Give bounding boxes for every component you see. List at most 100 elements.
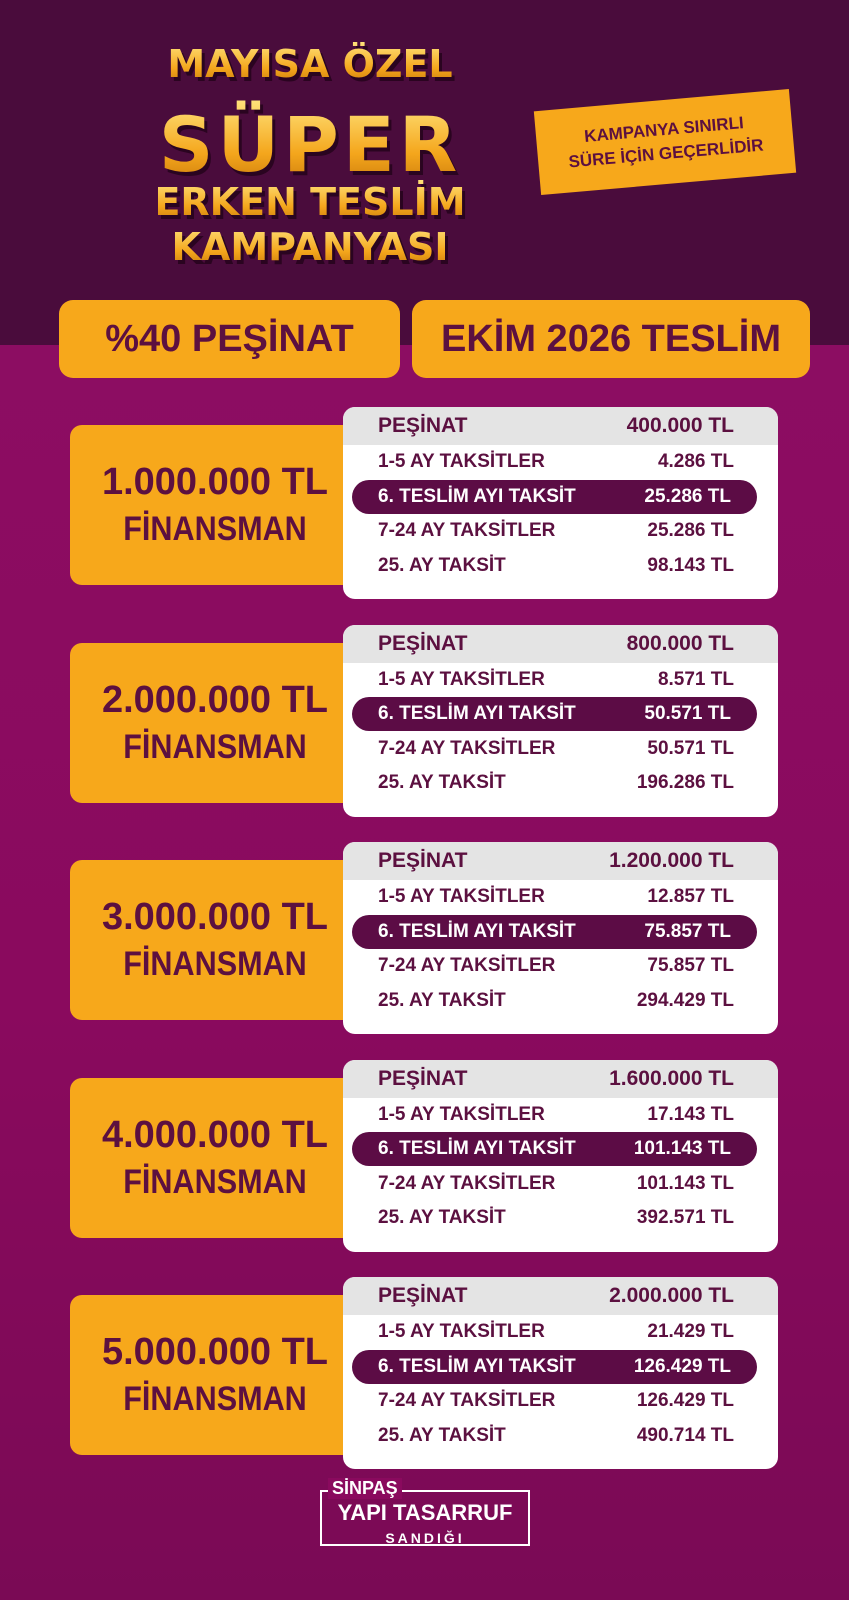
amount-box: 2.000.000 TL FİNANSMAN <box>70 642 360 803</box>
plan-row: 7-24 AY TAKSİTLER 126.429 TL <box>343 1384 778 1418</box>
plan-card: PEŞİNAT 2.000.000 TL 1-5 AY TAKSİTLER 21.42… <box>343 1277 778 1469</box>
badge: KAMPANYA SINIRLI SÜRE İÇİN GEÇERLİDİR <box>533 89 797 195</box>
row-label: 1-5 AY TAKSİTLER <box>378 1103 545 1125</box>
row-value: 98.143 TL <box>647 554 734 576</box>
plan-row: 6. TESLİM AYI TAKSİT 101.143 TL <box>352 1132 757 1166</box>
row-value: 25.286 TL <box>644 485 731 507</box>
row-label: 1-5 AY TAKSİTLER <box>378 451 545 472</box>
plan-row: PEŞİNAT 800.000 TL <box>343 624 778 663</box>
row-value: 126.429 TL <box>636 1390 734 1411</box>
plan-row: 7-24 AY TAKSİTLER 75.857 TL <box>343 949 778 983</box>
row-label: 1-5 AY TAKSİTLER <box>378 668 545 690</box>
row-label: PEŞİNAT <box>378 631 468 655</box>
plan-row: 25. AY TAKSİT 392.571 TL <box>343 1201 778 1235</box>
row-label: 7-24 AY TAKSİTLER <box>378 955 556 976</box>
row-value: 25.286 TL <box>647 520 734 541</box>
logo-brand: SİNPAŞ <box>328 1478 402 1499</box>
row-value: 101.143 TL <box>633 1138 731 1159</box>
row-label: PEŞİNAT <box>378 1284 468 1307</box>
pill: %40 PEŞİNAT <box>59 300 400 378</box>
row-label: 6. TESLİM AYI TAKSİT <box>378 1355 576 1377</box>
plan-row: 25. AY TAKSİT 490.714 TL <box>343 1419 778 1453</box>
amount-label: FİNANSMAN <box>123 727 307 766</box>
amount-box: 3.000.000 TL FİNANSMAN <box>70 860 360 1020</box>
row-value: 50.571 TL <box>644 703 731 724</box>
title-line: ERKEN TESLİM <box>60 180 560 224</box>
row-label: PEŞİNAT <box>378 1066 468 1090</box>
row-label: 25. AY TAKSİT <box>378 772 506 793</box>
plan-card: PEŞİNAT 800.000 TL 1-5 AY TAKSİTLER 8.571 T… <box>343 624 778 817</box>
row-label: 1-5 AY TAKSİTLER <box>378 886 545 907</box>
amount: 4.000.000 TL <box>101 1113 329 1156</box>
plan-row: 1-5 AY TAKSİTLER 4.286 TL <box>343 445 778 479</box>
row-label: PEŞİNAT <box>378 414 468 437</box>
logo-frame <box>320 1490 530 1546</box>
plan-row: 6. TESLİM AYI TAKSİT 126.429 TL <box>352 1349 757 1384</box>
row-value: 12.857 TL <box>647 886 734 907</box>
amount-label: FİNANSMAN <box>123 1162 307 1201</box>
amount: 1.000.000 TL <box>101 461 329 503</box>
plan-row: 6. TESLİM AYI TAKSİT 25.286 TL <box>352 479 757 514</box>
row-label: 6. TESLİM AYI TAKSİT <box>378 703 576 724</box>
plan-row: PEŞİNAT 1.200.000 TL <box>343 842 778 880</box>
plan-card: PEŞİNAT 400.000 TL 1-5 AY TAKSİTLER 4.286 T… <box>343 407 778 599</box>
amount-box: 5.000.000 TL FİNANSMAN <box>70 1295 360 1455</box>
row-label: 6. TESLİM AYI TAKSİT <box>378 485 576 507</box>
row-label: 7-24 AY TAKSİTLER <box>378 520 556 541</box>
row-value: 21.429 TL <box>647 1321 734 1342</box>
row-value: 4.286 TL <box>657 451 734 472</box>
row-value: 101.143 TL <box>636 1172 734 1194</box>
row-label: 6. TESLİM AYI TAKSİT <box>378 1138 576 1159</box>
row-value: 2.000.000 TL <box>609 1284 734 1307</box>
plan-row: 1-5 AY TAKSİTLER 21.429 TL <box>343 1315 778 1349</box>
row-value: 75.857 TL <box>644 920 731 942</box>
row-label: 7-24 AY TAKSİTLER <box>378 737 556 759</box>
row-value: 294.429 TL <box>636 989 734 1011</box>
plan-row: 7-24 AY TAKSİTLER 25.286 TL <box>343 514 778 548</box>
logo: SİNPAŞ YAPI TASARRUF SANDIĞI <box>320 1478 530 1552</box>
plan-row: 25. AY TAKSİT 98.143 TL <box>343 549 778 583</box>
pill: EKİM 2026 TESLİM <box>412 300 810 378</box>
row-value: 126.429 TL <box>633 1355 731 1377</box>
title-line: KAMPANYASI <box>60 225 560 269</box>
row-label: PEŞİNAT <box>378 849 468 872</box>
plan-row: 6. TESLİM AYI TAKSİT 75.857 TL <box>352 914 757 949</box>
logo-sub: SANDIĞI <box>385 1530 465 1546</box>
row-value: 800.000 TL <box>626 631 734 655</box>
title-line: MAYISA ÖZEL <box>60 42 560 86</box>
row-label: 25. AY TAKSİT <box>378 1424 506 1446</box>
plan-card: PEŞİNAT 1.200.000 TL 1-5 AY TAKSİTLER 12.85… <box>343 842 778 1034</box>
plan-row: 7-24 AY TAKSİTLER 50.571 TL <box>343 732 778 766</box>
plan-row: PEŞİNAT 1.600.000 TL <box>343 1059 778 1098</box>
title-line: SÜPER <box>60 100 560 189</box>
amount-label: FİNANSMAN <box>123 1380 307 1418</box>
row-value: 75.857 TL <box>647 955 734 976</box>
row-value: 392.571 TL <box>636 1207 734 1228</box>
plan-row: 1-5 AY TAKSİTLER 8.571 TL <box>343 663 778 697</box>
plan-row: 25. AY TAKSİT 196.286 TL <box>343 766 778 800</box>
plan-row: 7-24 AY TAKSİTLER 101.143 TL <box>343 1167 778 1201</box>
row-value: 8.571 TL <box>657 668 734 690</box>
amount: 3.000.000 TL <box>101 896 329 938</box>
row-label: 25. AY TAKSİT <box>378 989 506 1011</box>
row-label: 25. AY TAKSİT <box>378 1207 506 1228</box>
logo-main: YAPI TASARRUF <box>337 1500 513 1525</box>
amount-label: FİNANSMAN <box>123 945 307 983</box>
row-value: 50.571 TL <box>647 737 734 759</box>
amount-box: 1.000.000 TL FİNANSMAN <box>70 425 360 585</box>
row-value: 400.000 TL <box>626 414 734 437</box>
row-label: 25. AY TAKSİT <box>378 554 506 576</box>
row-value: 196.286 TL <box>636 772 734 793</box>
row-label: 7-24 AY TAKSİTLER <box>378 1172 556 1194</box>
plan-row: PEŞİNAT 400.000 TL <box>343 407 778 445</box>
row-value: 1.200.000 TL <box>609 849 734 872</box>
row-value: 1.600.000 TL <box>609 1066 734 1090</box>
plan-row: 25. AY TAKSİT 294.429 TL <box>343 984 778 1018</box>
plan-row: PEŞİNAT 2.000.000 TL <box>343 1277 778 1315</box>
row-label: 1-5 AY TAKSİTLER <box>378 1321 545 1342</box>
amount-label: FİNANSMAN <box>123 510 307 548</box>
row-value: 490.714 TL <box>636 1424 734 1446</box>
plan-row: 6. TESLİM AYI TAKSİT 50.571 TL <box>352 697 757 731</box>
plan-row: 1-5 AY TAKSİTLER 12.857 TL <box>343 880 778 914</box>
